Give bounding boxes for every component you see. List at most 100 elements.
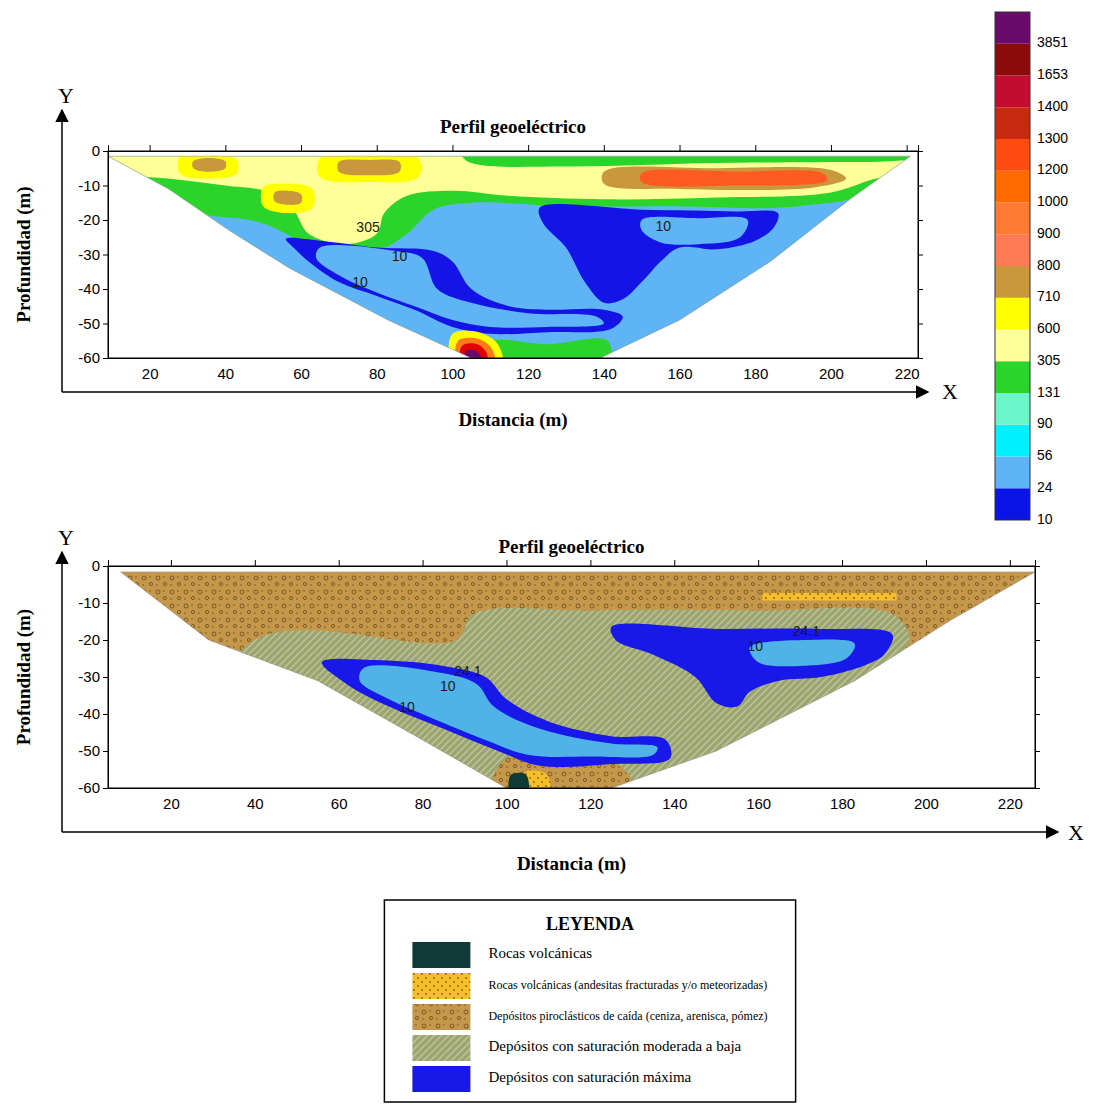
x-tick-label: 40 [217, 365, 234, 382]
x-tick-top [755, 145, 756, 151]
y-tick: -60 [78, 349, 108, 366]
x-tick-top [506, 560, 507, 566]
contour-label: 10 [440, 678, 456, 694]
y-tick-right [1035, 603, 1040, 604]
y-tick: -50 [78, 742, 108, 759]
y-axis-right [918, 152, 923, 359]
y-axis-line [103, 567, 109, 789]
y-axis: 0-10-20-30-40-50-60 [78, 142, 108, 366]
y-tick-right [1035, 566, 1040, 567]
y-tick-right [918, 151, 923, 152]
x-tick-label: 100 [494, 795, 519, 812]
y-tick-label: 0 [92, 557, 100, 574]
y-tick-label: -20 [78, 211, 100, 228]
x-tick-top [423, 560, 424, 566]
y-tick-mark [1035, 640, 1040, 641]
y-tick-mark [103, 255, 108, 256]
y-tick-mark [103, 289, 108, 290]
legend-swatch [412, 1035, 470, 1061]
colorbar-box [995, 76, 1030, 108]
colorbar-box [995, 12, 1030, 44]
x-tick-top [301, 145, 302, 151]
colorbar-box [995, 171, 1030, 203]
y-tick-mark [1035, 714, 1040, 715]
legend-label: Depósitos piroclásticos de caída (ceniza… [488, 1009, 767, 1023]
x-tick-top [377, 145, 378, 151]
region [192, 158, 226, 172]
y-tick-right [918, 220, 923, 221]
x-tick: 180 [830, 788, 855, 812]
y-tick-label: -20 [78, 631, 100, 648]
colorbar-label: 1400 [1037, 98, 1068, 114]
x-tick-mark [255, 560, 256, 566]
x-tick-label: 220 [895, 365, 920, 382]
colorbar-label: 90 [1037, 415, 1053, 431]
x-tick: 40 [247, 788, 264, 812]
x-tick-top [604, 145, 605, 151]
contour-label: 305 [356, 219, 380, 235]
x-tick-mark [674, 560, 675, 566]
colorbar-frame [995, 12, 1030, 520]
y-tick: -40 [78, 705, 108, 722]
plot-frame [108, 566, 1035, 788]
x-tick-label: 40 [247, 795, 264, 812]
y-tick-label: -40 [78, 280, 100, 297]
x-tick-top [758, 560, 759, 566]
colorbar-box [995, 298, 1030, 330]
y-tick: -30 [78, 668, 108, 685]
x-tick-top [674, 560, 675, 566]
x-arrow [62, 391, 928, 393]
x-tick-top [255, 560, 256, 566]
colorbar-box [995, 425, 1030, 457]
y-tick-label: -50 [78, 315, 100, 332]
y-axis-letter: Y [58, 525, 74, 550]
y-axis-letter: Y [58, 83, 74, 108]
colorbar-box [995, 234, 1030, 266]
y-tick-right [918, 358, 923, 359]
x-tick-mark [339, 560, 340, 566]
y-axis-right [1035, 567, 1040, 789]
y-tick-label: -10 [78, 177, 100, 194]
chart-title: Perfil geoeléctrico [440, 116, 586, 137]
x-tick-top [528, 145, 529, 151]
y-tick-label: -60 [78, 779, 100, 796]
y-arrow [61, 110, 63, 392]
x-tick: 20 [163, 788, 180, 812]
region [108, 186, 918, 358]
y-tick-label: -60 [78, 349, 100, 366]
contour-label: 10 [352, 274, 368, 290]
x-tick-mark [831, 145, 832, 151]
x-tick-mark [604, 145, 605, 151]
y-tick-mark [103, 788, 108, 789]
x-arrow [62, 831, 1058, 833]
x-tick: 120 [578, 788, 603, 812]
region [177, 154, 238, 179]
y-axis-right-line [919, 152, 924, 359]
colorbar-box [995, 107, 1030, 139]
y-tick-mark [103, 324, 108, 325]
colorbar-label: 3851 [1037, 34, 1068, 50]
y-tick: 0 [92, 557, 108, 574]
y-tick-right [1035, 640, 1040, 641]
colorbar-label: 56 [1037, 447, 1053, 463]
plot-area [108, 151, 918, 358]
x-axis-line [109, 788, 1036, 789]
y-tick-mark [103, 151, 108, 152]
colorbar-label: 900 [1037, 225, 1061, 241]
legend-label: Rocas volcánicas [488, 945, 592, 961]
x-tick: 140 [662, 788, 687, 812]
y-tick-label: -10 [78, 594, 100, 611]
colorbar-label: 1200 [1037, 161, 1068, 177]
region [337, 160, 401, 176]
region [167, 608, 910, 788]
colorbar-label: 131 [1037, 384, 1061, 400]
region [448, 330, 503, 358]
region [487, 338, 612, 358]
x-tick: 200 [914, 788, 939, 812]
x-tick: 160 [746, 788, 771, 812]
contour-label: 24.1 [454, 663, 481, 679]
colorbar-box [995, 488, 1030, 520]
x-tick: 200 [819, 358, 844, 382]
x-tick-label: 200 [914, 795, 939, 812]
x-tick-top [907, 145, 908, 151]
